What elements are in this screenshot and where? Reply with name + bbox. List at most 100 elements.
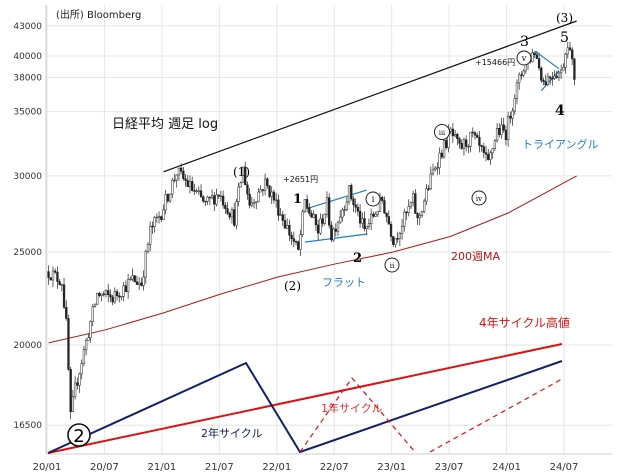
candle-body [520,74,523,76]
candle-body [184,178,187,181]
candle-body [164,194,167,211]
candle-body [305,199,309,208]
candle-body [480,145,483,147]
candle-body [279,214,282,216]
series-line [304,189,367,210]
candle-body [124,285,128,293]
candle-body [208,196,212,199]
candle-body [414,193,417,214]
candle-body [283,220,287,229]
candle-body [436,167,439,169]
candle-body [553,75,556,79]
candle-body [215,194,218,205]
candle-body [354,204,357,208]
wave-paren-1-label: (1) [233,165,250,179]
y-tick-label: 38000 [13,73,42,83]
y-tick-label: 35000 [13,108,42,118]
four-year-cycle-projection [429,378,563,453]
candle-body [98,293,101,296]
x-tick-label: 24/01 [492,462,521,473]
four-year-cycle-label: 4年サイクル高値 [479,315,570,330]
gain-15466-label: +15466円 [475,58,515,67]
candle-body [352,198,355,206]
candle-body [78,373,81,386]
candle-body [562,67,565,71]
candle-body [69,369,72,413]
candle-body [409,202,413,207]
candle-body [478,137,481,146]
wave-circle-iv: iv [471,190,487,206]
candle-body [149,225,152,245]
x-tick-label: 24/07 [550,462,579,473]
candle-body [427,188,430,190]
candle-body [49,277,52,281]
candle-body [343,209,346,211]
candle-body [540,67,543,81]
candle-body [555,75,558,78]
wave-4-label: 4 [555,103,565,119]
candle-body [47,271,50,278]
wave-circle-v: v [516,50,532,66]
candle-body [544,81,547,85]
candle-body [142,276,145,286]
candle-body [403,211,406,227]
candle-body [515,82,519,99]
candle-body [383,200,386,214]
candle-body [310,212,313,218]
candle-body [445,140,448,148]
series-line [534,50,560,70]
candle-body [506,115,510,140]
candle-body [235,201,238,226]
candle-body [493,140,497,149]
candle-body [396,238,399,240]
candle-body [76,382,79,386]
candle-body [345,201,348,210]
candle-body [573,58,576,80]
one-year-cycle-label: 1年サイクル [321,401,382,415]
candle-body [546,76,550,85]
candle-body [206,196,209,202]
candle-body [217,194,220,197]
candle-body [495,127,499,142]
candle-body [451,128,455,137]
candle-body [162,209,165,220]
candle-body [334,228,337,232]
series-layer [48,20,577,344]
candle-body [411,193,415,203]
candle-body [423,200,426,212]
series-line [304,233,367,243]
candle-body [513,98,516,112]
candle-body [398,233,402,239]
candle-body [294,241,298,243]
candle-body [425,188,428,202]
candle-body [286,224,289,229]
candle-body [126,279,130,293]
candle-body [288,224,291,236]
candle-body [259,189,262,193]
svg-text:2: 2 [73,426,84,447]
candle-body [237,186,240,202]
candle-body [504,129,508,140]
x-tick-label: 23/01 [377,462,406,473]
candle-body [557,72,561,78]
candle-body [221,195,225,206]
candle-body [484,152,488,155]
candle-body [272,191,276,201]
candle-body [89,321,92,338]
candle-body [405,211,408,214]
candle-body [274,199,278,201]
candle-body [120,296,123,298]
candle-body [122,285,125,297]
candle-body [56,272,59,282]
candle-body [330,224,333,241]
candle-body [239,182,242,188]
candle-body [297,241,300,250]
one-year-cycle-line [299,377,416,453]
candle-body [489,152,492,160]
two-year-cycle-label: 2年サイクル [201,426,262,440]
candle-body [100,293,103,296]
cycle-overlay [47,343,563,454]
wave-1-label: 1 [293,192,302,207]
candle-body [392,236,395,245]
candle-body [153,217,156,228]
